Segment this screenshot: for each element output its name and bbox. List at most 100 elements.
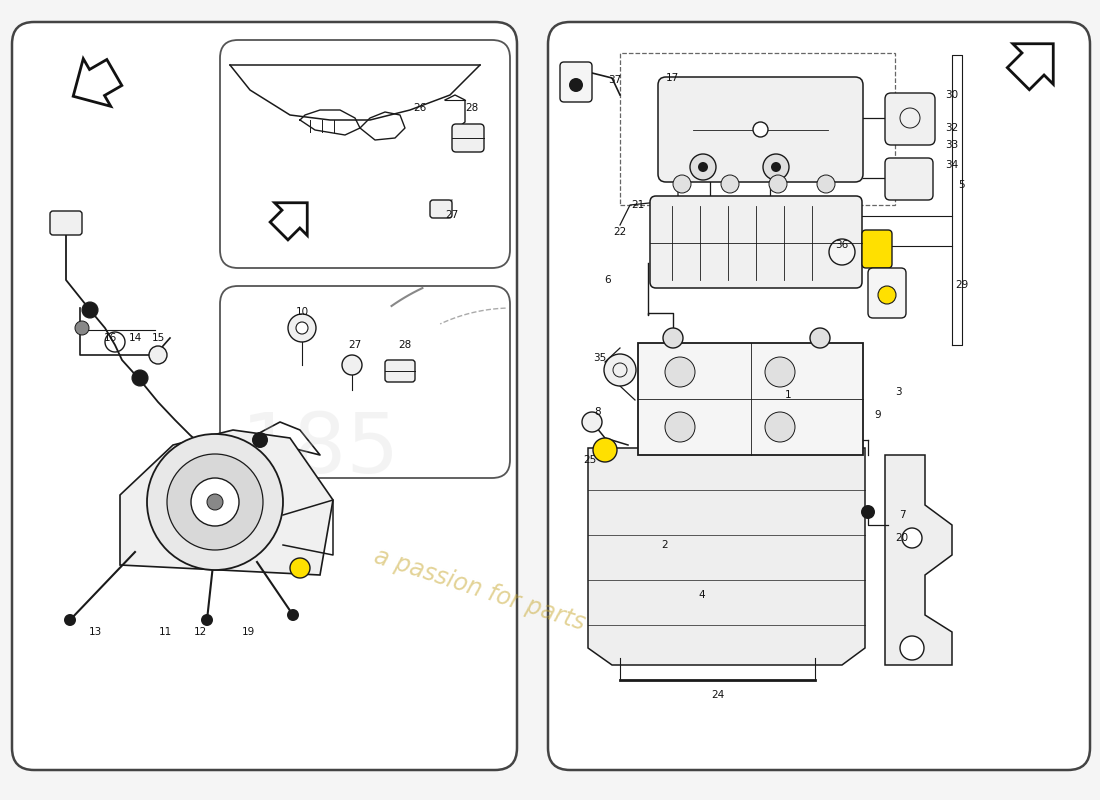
Text: 10: 10 bbox=[296, 307, 309, 317]
Polygon shape bbox=[1008, 44, 1054, 90]
Circle shape bbox=[900, 636, 924, 660]
Text: 11: 11 bbox=[158, 627, 172, 637]
Circle shape bbox=[754, 122, 768, 137]
Text: 12: 12 bbox=[194, 627, 207, 637]
Text: 22: 22 bbox=[614, 227, 627, 237]
Text: 33: 33 bbox=[945, 140, 958, 150]
Circle shape bbox=[720, 175, 739, 193]
Text: 4: 4 bbox=[698, 590, 705, 600]
Circle shape bbox=[569, 78, 583, 92]
Circle shape bbox=[82, 302, 98, 318]
Circle shape bbox=[698, 162, 708, 172]
Circle shape bbox=[296, 322, 308, 334]
Text: 5: 5 bbox=[959, 180, 966, 190]
Circle shape bbox=[861, 505, 875, 519]
Polygon shape bbox=[886, 455, 952, 665]
Circle shape bbox=[829, 239, 855, 265]
Text: 2: 2 bbox=[662, 540, 669, 550]
Text: 28: 28 bbox=[398, 340, 411, 350]
Text: 36: 36 bbox=[835, 240, 848, 250]
Circle shape bbox=[167, 454, 263, 550]
Text: 17: 17 bbox=[666, 73, 679, 83]
Circle shape bbox=[342, 355, 362, 375]
Circle shape bbox=[147, 434, 283, 570]
FancyBboxPatch shape bbox=[868, 268, 906, 318]
Circle shape bbox=[810, 328, 830, 348]
Text: 30: 30 bbox=[945, 90, 958, 100]
Text: 1: 1 bbox=[784, 390, 791, 400]
Polygon shape bbox=[588, 448, 865, 665]
Circle shape bbox=[690, 154, 716, 180]
Text: 29: 29 bbox=[956, 280, 969, 290]
Circle shape bbox=[288, 314, 316, 342]
Text: 27: 27 bbox=[349, 340, 362, 350]
Text: 20: 20 bbox=[895, 533, 909, 543]
Circle shape bbox=[769, 175, 786, 193]
Circle shape bbox=[191, 478, 239, 526]
FancyBboxPatch shape bbox=[650, 196, 862, 288]
Polygon shape bbox=[74, 58, 122, 106]
Circle shape bbox=[75, 321, 89, 335]
Circle shape bbox=[764, 357, 795, 387]
Circle shape bbox=[290, 558, 310, 578]
Bar bbox=[620, 53, 895, 205]
Text: 7: 7 bbox=[899, 510, 905, 520]
FancyBboxPatch shape bbox=[385, 360, 415, 382]
Text: 185: 185 bbox=[241, 410, 399, 490]
Circle shape bbox=[64, 614, 76, 626]
Circle shape bbox=[287, 609, 299, 621]
FancyBboxPatch shape bbox=[50, 211, 82, 235]
FancyBboxPatch shape bbox=[452, 124, 484, 152]
Circle shape bbox=[663, 328, 683, 348]
Text: 25: 25 bbox=[583, 455, 596, 465]
Circle shape bbox=[666, 412, 695, 442]
FancyBboxPatch shape bbox=[12, 22, 517, 770]
Text: 26: 26 bbox=[414, 103, 427, 113]
Circle shape bbox=[201, 614, 213, 626]
FancyBboxPatch shape bbox=[862, 230, 892, 268]
Text: 185: 185 bbox=[701, 450, 859, 530]
Circle shape bbox=[771, 162, 781, 172]
Circle shape bbox=[582, 412, 602, 432]
Polygon shape bbox=[638, 343, 864, 455]
Circle shape bbox=[252, 470, 268, 486]
Text: 19: 19 bbox=[241, 627, 254, 637]
Text: 15: 15 bbox=[152, 333, 165, 343]
Text: 34: 34 bbox=[945, 160, 958, 170]
Circle shape bbox=[148, 346, 167, 364]
FancyBboxPatch shape bbox=[430, 200, 452, 218]
Text: 24: 24 bbox=[712, 690, 725, 700]
Polygon shape bbox=[120, 430, 333, 575]
Circle shape bbox=[207, 494, 223, 510]
Text: 13: 13 bbox=[88, 627, 101, 637]
Circle shape bbox=[604, 354, 636, 386]
Circle shape bbox=[878, 286, 896, 304]
Circle shape bbox=[764, 412, 795, 442]
Text: 3: 3 bbox=[894, 387, 901, 397]
FancyBboxPatch shape bbox=[560, 62, 592, 102]
FancyBboxPatch shape bbox=[886, 93, 935, 145]
FancyBboxPatch shape bbox=[220, 40, 510, 268]
Text: 8: 8 bbox=[595, 407, 602, 417]
FancyBboxPatch shape bbox=[658, 77, 864, 182]
Circle shape bbox=[202, 452, 218, 468]
Text: 27: 27 bbox=[446, 210, 459, 220]
Text: 28: 28 bbox=[465, 103, 478, 113]
Circle shape bbox=[252, 432, 268, 448]
Text: 21: 21 bbox=[631, 200, 645, 210]
Text: 37: 37 bbox=[608, 75, 622, 85]
Circle shape bbox=[763, 154, 789, 180]
Circle shape bbox=[673, 175, 691, 193]
Text: 32: 32 bbox=[945, 123, 958, 133]
FancyBboxPatch shape bbox=[886, 158, 933, 200]
Text: 6: 6 bbox=[605, 275, 612, 285]
Text: 9: 9 bbox=[874, 410, 881, 420]
Circle shape bbox=[902, 528, 922, 548]
Polygon shape bbox=[271, 202, 307, 240]
FancyBboxPatch shape bbox=[220, 286, 510, 478]
Text: a passion for parts: a passion for parts bbox=[372, 545, 588, 635]
Text: 35: 35 bbox=[593, 353, 606, 363]
Circle shape bbox=[817, 175, 835, 193]
Circle shape bbox=[593, 438, 617, 462]
Text: 14: 14 bbox=[129, 333, 142, 343]
